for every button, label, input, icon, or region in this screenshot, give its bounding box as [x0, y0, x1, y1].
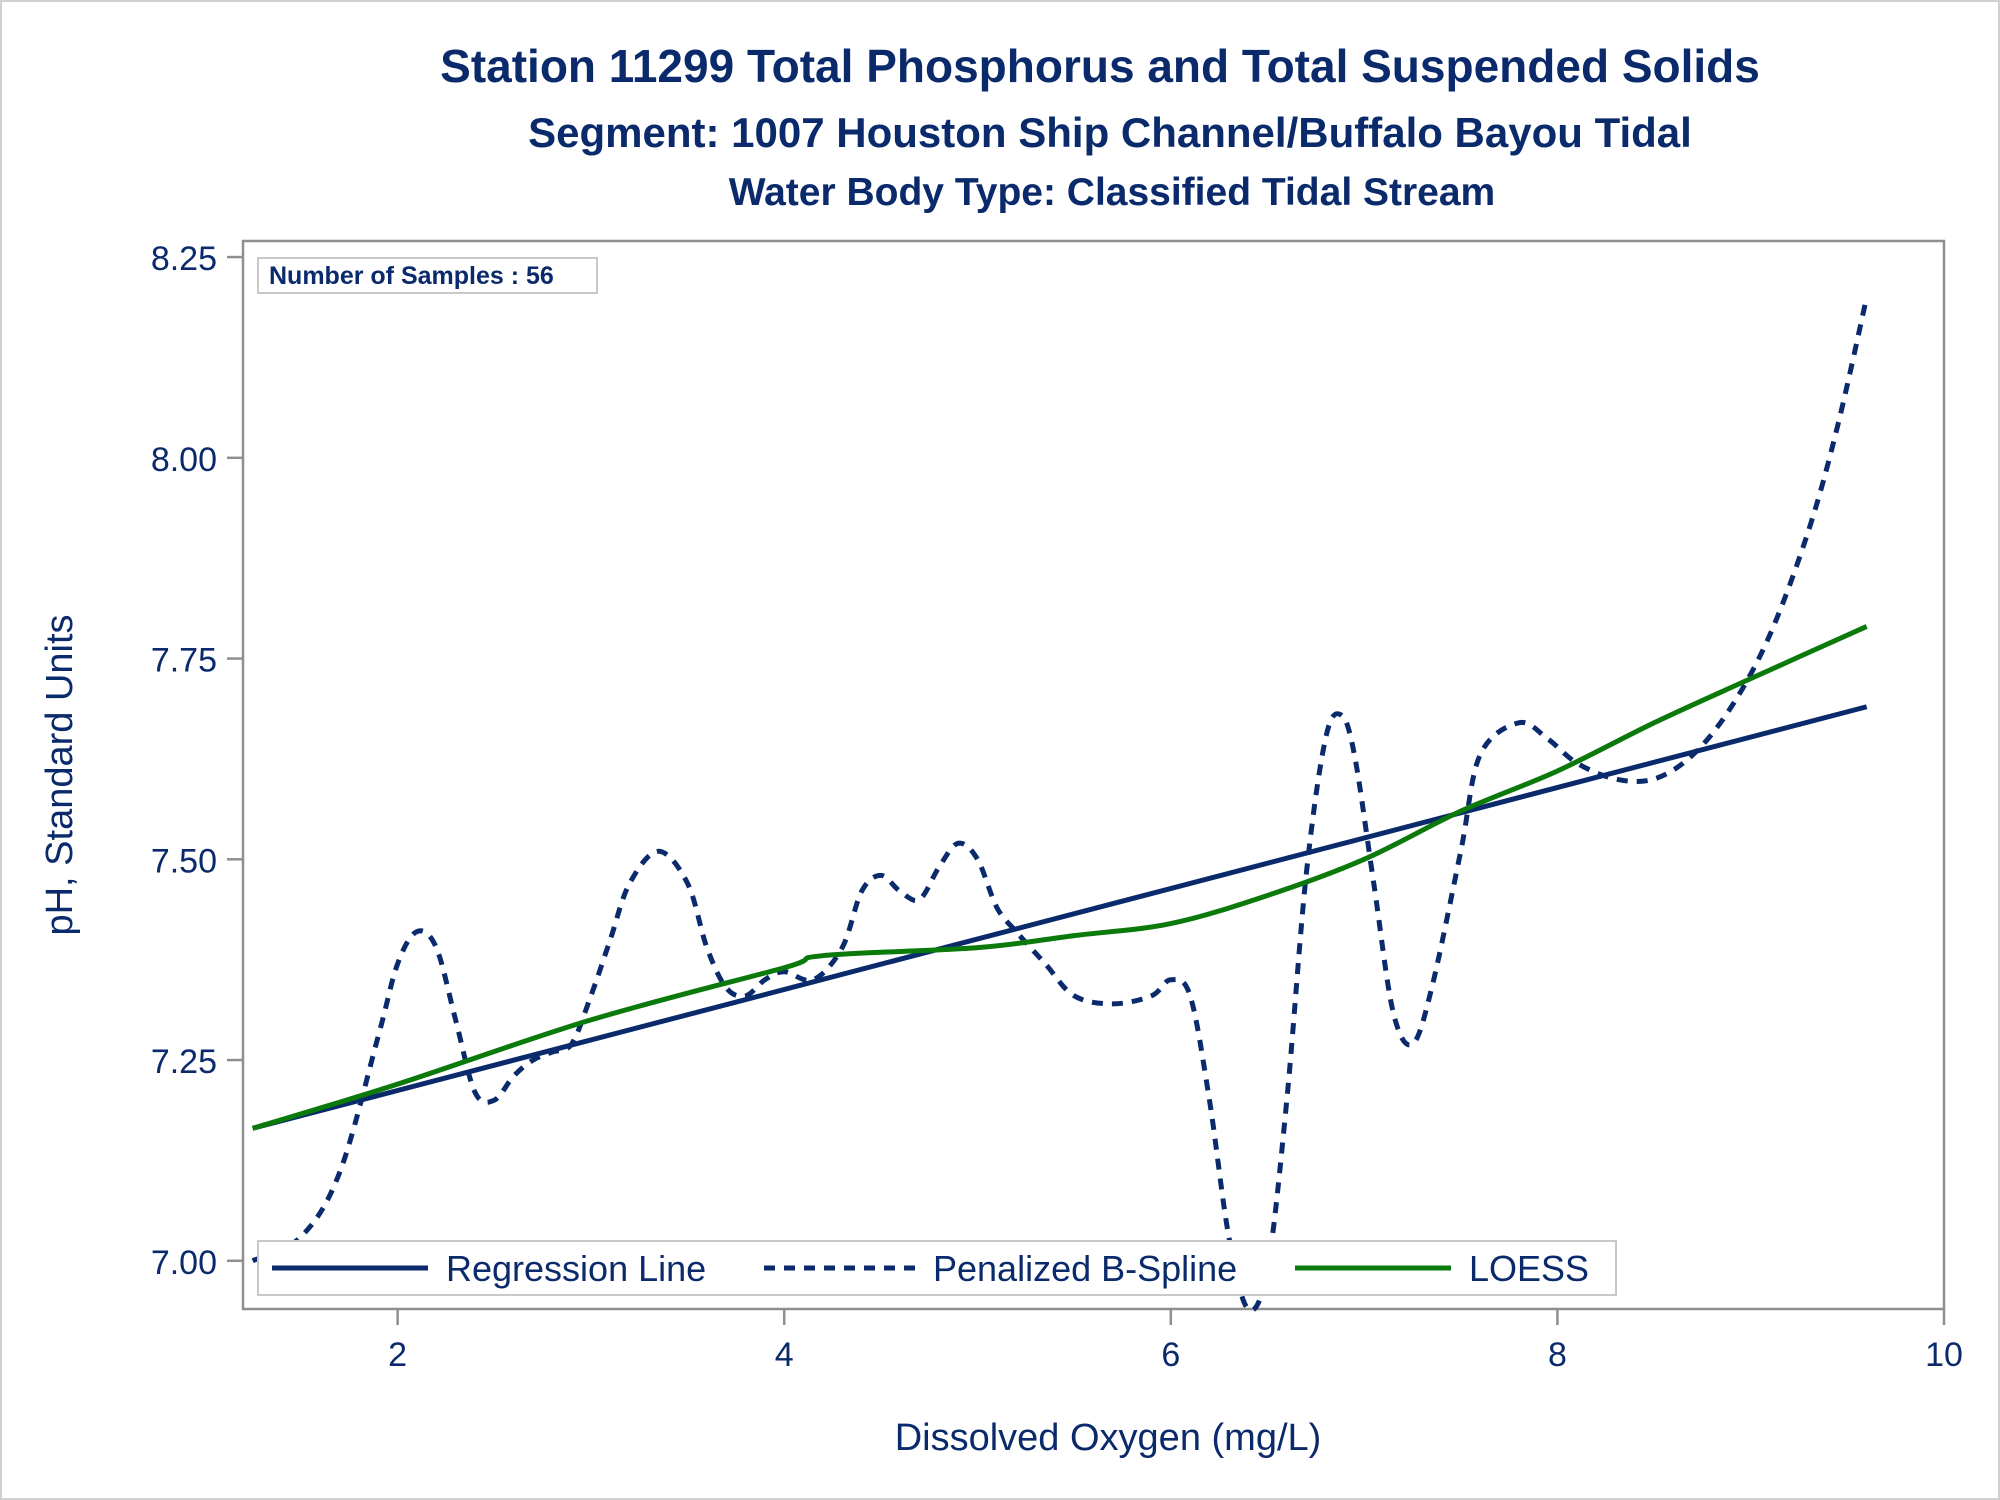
x-tick-label: 10: [1925, 1336, 1963, 1374]
legend-box: [257, 1240, 1617, 1296]
series-line-penalized-b-spline: [251, 296, 1870, 1313]
sample-count-box: [257, 257, 598, 294]
series-layer: [251, 296, 1870, 1313]
plot-area: [241, 239, 1946, 1311]
y-tick-label: 8.25: [151, 240, 217, 278]
legend-label: Regression Line: [446, 1248, 706, 1289]
y-tick-label: 7.00: [151, 1244, 217, 1282]
legend-label: Penalized B-Spline: [933, 1248, 1237, 1289]
series-line-regression-line: [252, 704, 1868, 1131]
x-tick-label: 2: [388, 1336, 407, 1374]
y-axis: 7.00 7.25 7.50 7.75 8.00 8.25: [151, 240, 243, 1282]
series-line-loess: [251, 624, 1868, 1131]
x-tick-label: 4: [775, 1336, 794, 1374]
x-axis: 2 4 6 8 10: [388, 1309, 1963, 1374]
x-tick-label: 6: [1161, 1336, 1180, 1374]
chart-subtitle: Segment: 1007 Houston Ship Channel/Buffa…: [528, 109, 1692, 156]
legend: Regression Line Penalized B-Spline LOESS: [257, 1240, 1617, 1296]
y-tick-label: 7.75: [151, 642, 217, 680]
chart-title: Station 11299 Total Phosphorus and Total…: [440, 40, 1760, 92]
y-tick-label: 8.00: [151, 441, 217, 479]
y-tick-label: 7.50: [151, 842, 217, 880]
chart-subtitle-2: Water Body Type: Classified Tidal Stream: [729, 171, 1495, 214]
x-axis-label: Dissolved Oxygen (mg/L): [895, 1417, 1322, 1459]
y-axis-label: pH, Standard Units: [39, 614, 81, 935]
sample-count-annotation: Number of Samples : 56: [269, 262, 554, 290]
y-tick-label: 7.25: [151, 1043, 217, 1081]
legend-label: LOESS: [1469, 1248, 1589, 1289]
x-tick-label: 8: [1548, 1336, 1567, 1374]
